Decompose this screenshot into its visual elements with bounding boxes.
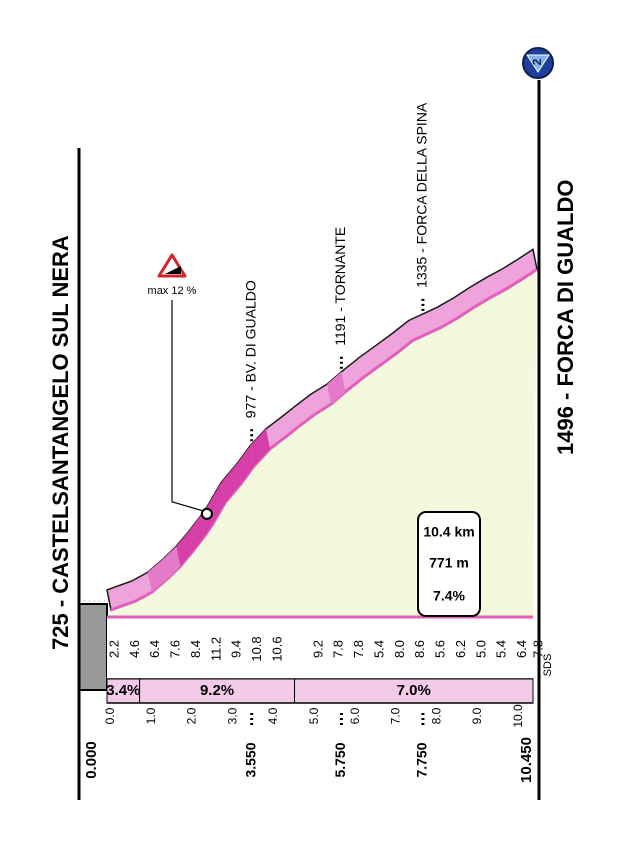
gradient-label: 5.4	[494, 640, 509, 658]
finish-title: 1496 - FORCA DI GUALDO	[553, 180, 578, 455]
gradient-label: 8.0	[392, 640, 407, 658]
km-tick-label: 7.0	[389, 707, 403, 724]
gradient-segment	[164, 546, 181, 579]
km-tick-label: 2.0	[185, 707, 199, 724]
waypoint-label: 977 - BV. DI GUALDO	[242, 280, 258, 418]
gradient-label: 5.0	[473, 640, 488, 658]
gradient-label: 9.4	[229, 640, 244, 658]
gradient-label: 5.6	[433, 640, 448, 658]
gradient-label: 5.4	[371, 640, 386, 658]
gradient-label: 7.6	[168, 640, 183, 658]
summary-box: 10.4 km 771 m 7.4%	[417, 511, 481, 617]
km-tick-label: 0.0	[103, 707, 117, 724]
gradient-label: 10.8	[249, 636, 264, 661]
summary-distance: 10.4 km	[423, 524, 474, 540]
gradient-segment	[147, 558, 169, 593]
gradient-label: 8.4	[188, 640, 203, 658]
gradient-segment	[249, 428, 270, 467]
waypoint-label: 1335 - FORCA DELLA SPINA	[414, 102, 430, 288]
summary-elevation: 771 m	[429, 555, 469, 571]
gradient-label: 6.2	[453, 640, 468, 658]
waypoint-km-label: 3.550	[242, 742, 258, 777]
gradient-label: 7.8	[351, 640, 366, 658]
gradient-segment	[327, 371, 346, 405]
max-gradient-point	[200, 507, 213, 520]
start-title: 725 - CASTELSANTANGELO SUL NERA	[48, 235, 73, 650]
km-tick-label: 3.0	[225, 707, 239, 724]
base-strip: 2.2 4.6 6.4 7.6 8.4 11.2 9.4 10.8 10.6 9.2 7.8 7.8 5…	[78, 603, 554, 728]
gradient-segment	[208, 482, 226, 524]
km-tick-label: 6.0	[348, 707, 362, 724]
average-gradient-label: 9.2%	[200, 682, 234, 699]
gradient-segment	[188, 515, 205, 552]
gradient-label: 9.2	[310, 640, 325, 658]
max-gradient-marker: max 12 %	[148, 253, 213, 520]
max-gradient-leader	[171, 300, 204, 512]
gradient-label: 4.6	[127, 640, 142, 658]
waypoint-km-label: 7.750	[414, 742, 430, 777]
km-tick-label: 4.0	[266, 707, 280, 724]
chart-labels: 977 - BV. DI GUALDO 3.550 1191 - TORNANTE 5…	[242, 102, 429, 777]
km-tick-label: 9.0	[470, 707, 484, 724]
gradient-label: 10.6	[269, 636, 284, 661]
gradient-label: 6.4	[147, 640, 162, 658]
average-gradient-label: 7.0%	[397, 682, 431, 699]
gradient-segment	[221, 463, 242, 503]
gradient-label: 8.6	[412, 640, 427, 658]
gradient-label: 7.8	[331, 640, 346, 658]
km-tick-label: 8.0	[429, 707, 443, 724]
gradient-segment	[237, 446, 254, 484]
start-block	[79, 604, 107, 690]
climb-category-number: 2	[530, 58, 544, 65]
km-tick-label: 5.0	[307, 707, 321, 724]
gradient-label-row	[107, 617, 533, 679]
climb-category-badge: 2	[522, 47, 554, 79]
km-tick-label: 1.0	[144, 707, 158, 724]
summary-gradient: 7.4%	[433, 588, 465, 604]
waypoint-label: 1191 - TORNANTE	[332, 227, 348, 346]
km-tick-label: 10.0	[511, 704, 525, 728]
average-gradient-segment	[106, 678, 141, 704]
gradient-label: 2.2	[106, 640, 121, 658]
gradient-segment	[176, 531, 193, 567]
gradient-label: 6.4	[514, 640, 529, 658]
max-gradient-label: max 12 %	[148, 285, 197, 297]
road-label: SDS	[542, 654, 554, 677]
gradient-label: 11.2	[208, 637, 223, 661]
average-gradient-label: 3.4%	[106, 682, 140, 699]
waypoint-km-label: 5.750	[332, 742, 348, 777]
finish-km-label: 10.450	[518, 737, 535, 783]
average-gradient-segment	[139, 678, 296, 704]
start-km-label: 0.000	[83, 741, 100, 779]
